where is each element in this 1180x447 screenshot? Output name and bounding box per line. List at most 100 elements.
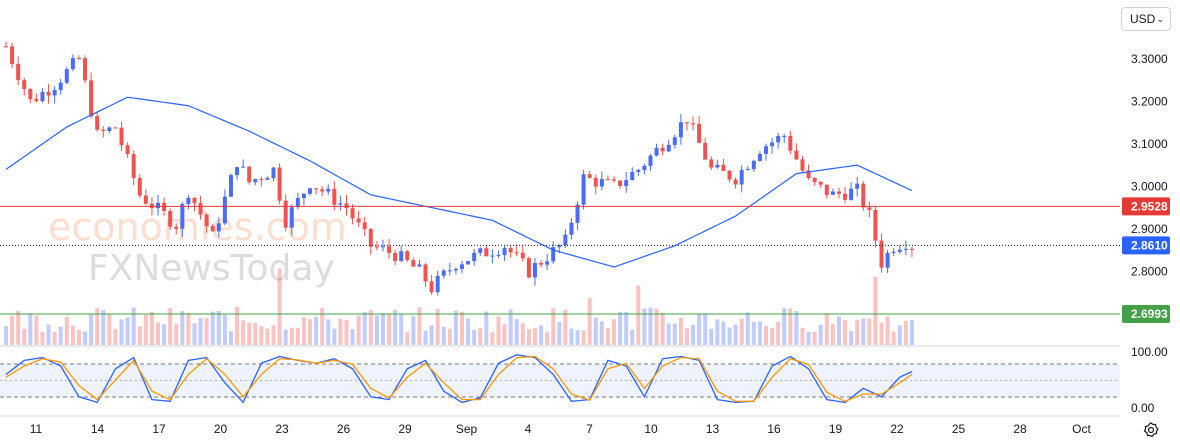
candle-body: [320, 189, 325, 192]
volume-bar: [259, 326, 264, 345]
candle-body: [314, 188, 319, 190]
volume-bar: [496, 316, 501, 345]
candle-body: [259, 179, 264, 181]
volume-bar: [387, 313, 392, 345]
volume-bar: [247, 322, 252, 345]
candle-body: [283, 200, 288, 228]
candle-body: [466, 261, 471, 265]
candle-body: [618, 180, 623, 186]
price-tick: 3.0000: [1131, 179, 1168, 193]
time-tick: Oct: [1072, 422, 1091, 436]
time-axis[interactable]: 11 14 17 20 23 26 29 Sep 4 7 10 13 16 19 22 25 28 Oct: [30, 422, 1092, 436]
volume-bar: [508, 309, 513, 345]
volume-bar: [137, 326, 142, 345]
watermark-line2: FXNewsToday: [88, 248, 335, 289]
candle-body: [660, 147, 665, 152]
volume-bar: [271, 325, 276, 345]
candle-body: [332, 188, 337, 205]
candle-body: [532, 262, 537, 278]
price-axis[interactable]: 3.3000 3.2000 3.1000 3.0000 2.9000 2.8000: [1131, 52, 1168, 278]
volume-bar: [58, 326, 63, 345]
price-tick: 3.1000: [1131, 137, 1168, 151]
price-tick: 3.2000: [1131, 94, 1168, 108]
stochastic-d-line: [5, 355, 913, 402]
time-tick: 10: [644, 422, 658, 436]
time-tick: 23: [275, 422, 289, 436]
time-tick: 29: [398, 422, 412, 436]
candle-body: [624, 180, 629, 186]
candle-body: [502, 248, 507, 255]
volume-bar: [472, 329, 477, 345]
time-tick: 25: [952, 422, 966, 436]
currency-selector[interactable]: USD ⌄: [1121, 7, 1171, 31]
candle-body: [350, 208, 355, 219]
candle-body: [824, 184, 829, 195]
candle-body: [441, 270, 446, 276]
candle-body: [648, 155, 653, 166]
volume-bar: [89, 314, 94, 345]
candle-body: [776, 136, 781, 143]
candle-body: [70, 58, 75, 70]
volume-bar: [131, 307, 136, 345]
volume-bar: [867, 318, 872, 345]
candle-body: [168, 210, 173, 227]
volume-bar: [314, 316, 319, 345]
candle-body: [885, 252, 890, 268]
volume-bar: [788, 308, 793, 345]
volume-bar: [399, 314, 404, 345]
time-tick: 20: [214, 422, 228, 436]
candle-body: [247, 166, 252, 183]
candle-body: [326, 188, 331, 192]
candle-body: [697, 123, 702, 143]
candle-body: [40, 92, 45, 102]
candle-body: [10, 46, 15, 64]
candle-body: [368, 228, 373, 247]
candle-body: [867, 207, 872, 211]
volume-bar: [356, 315, 361, 345]
volume-bar: [830, 324, 835, 345]
candle-body: [289, 207, 294, 228]
candle-body: [125, 145, 130, 155]
candle-body: [4, 46, 8, 48]
volume-bar: [107, 314, 112, 345]
watermark: economies.com FXNewsToday: [48, 205, 347, 289]
volume-bar: [101, 309, 106, 345]
candle-body: [204, 214, 209, 227]
candle-body: [843, 193, 848, 200]
candle-body: [235, 167, 240, 176]
volume-bar: [891, 331, 896, 345]
candle-body: [131, 154, 136, 178]
gear-icon[interactable]: [1140, 419, 1162, 441]
candle-body: [508, 248, 513, 253]
volume-bar: [168, 308, 173, 345]
candle-body: [453, 268, 458, 271]
volume-bar: [897, 325, 902, 345]
time-tick: 22: [890, 422, 904, 436]
candle-body: [64, 69, 69, 83]
volume-bar: [453, 310, 458, 345]
candle-body: [563, 234, 568, 246]
volume-bar: [770, 327, 775, 345]
volume-bar: [344, 319, 349, 345]
volume-bar: [143, 315, 148, 345]
time-tick: 17: [152, 422, 166, 436]
volume-bar: [253, 323, 258, 345]
volume-bar: [16, 310, 21, 345]
candle-body: [308, 188, 312, 194]
candle-body: [861, 183, 866, 208]
candle-body: [672, 137, 677, 145]
candle-body: [95, 116, 100, 130]
candle-body: [338, 203, 343, 205]
candle-body: [873, 210, 878, 241]
candle-body: [709, 159, 714, 168]
volume-bars: [4, 268, 914, 345]
volume-bar: [490, 332, 495, 345]
volume-bar: [849, 331, 854, 345]
candle-body: [612, 179, 616, 181]
time-tick: Sep: [456, 422, 478, 436]
time-tick: 28: [1013, 422, 1027, 436]
time-tick: 13: [706, 422, 720, 436]
volume-bar: [405, 332, 410, 345]
candle-body: [180, 204, 185, 229]
